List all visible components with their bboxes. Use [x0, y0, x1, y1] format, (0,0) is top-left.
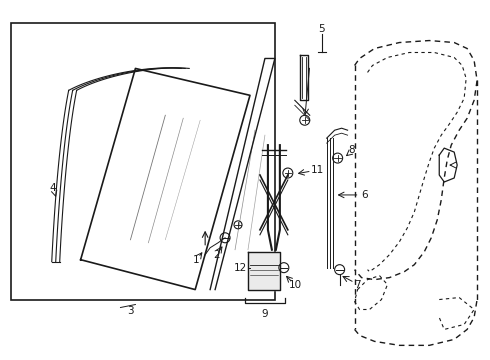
Text: 4: 4 — [49, 183, 56, 193]
Text: 6: 6 — [361, 190, 368, 200]
Text: 2: 2 — [213, 250, 220, 260]
Text: 8: 8 — [348, 145, 355, 155]
Text: 7: 7 — [354, 280, 361, 289]
Polygon shape — [248, 252, 280, 289]
Text: 3: 3 — [127, 306, 134, 316]
Text: 12: 12 — [233, 263, 246, 273]
Text: 5: 5 — [318, 24, 325, 33]
Bar — [11, 23, 275, 300]
Text: 10: 10 — [289, 280, 302, 289]
Text: 9: 9 — [262, 310, 268, 319]
Text: 1: 1 — [193, 255, 199, 265]
Text: 11: 11 — [311, 165, 324, 175]
